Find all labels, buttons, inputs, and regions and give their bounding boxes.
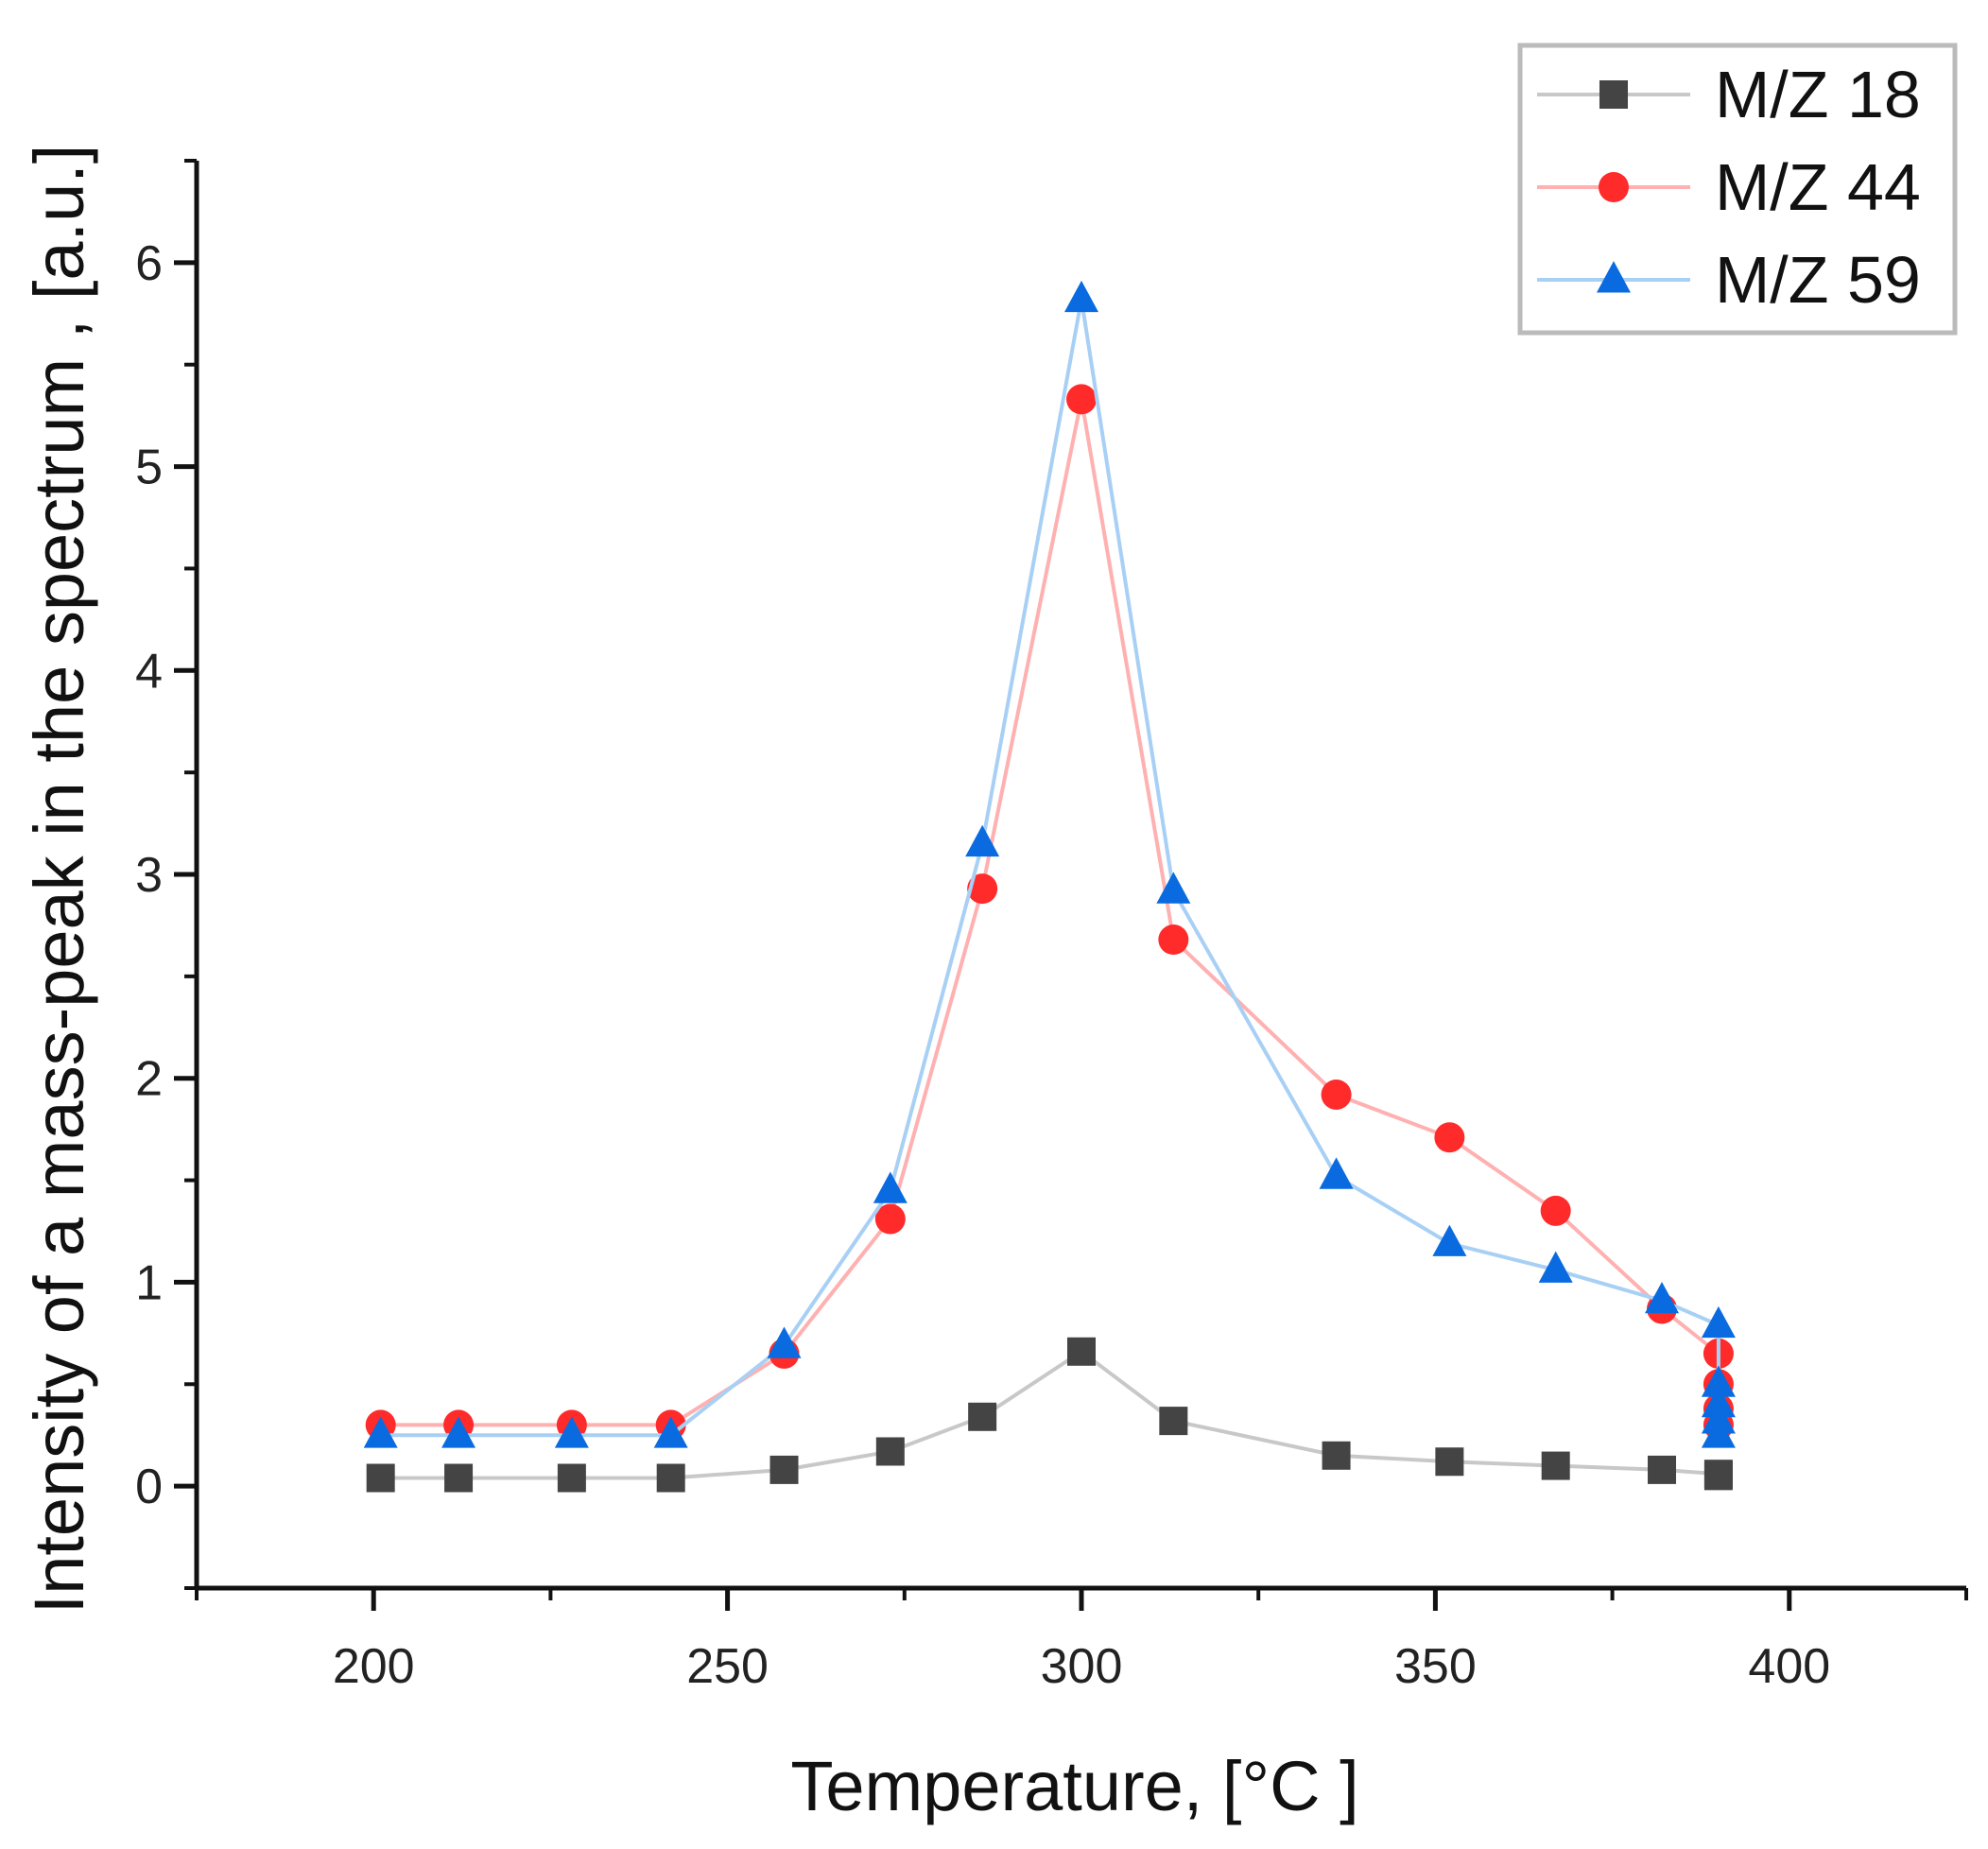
series-line [380, 398, 1720, 1427]
x-tick-label: 350 [1394, 1639, 1477, 1694]
data-point [769, 1455, 799, 1484]
data-point [1701, 1305, 1736, 1339]
legend-entry: M/Z 18 [1537, 58, 1921, 131]
legend-marker [1599, 172, 1629, 202]
data-point [965, 824, 1000, 857]
data-point [874, 1203, 906, 1235]
data-point [1321, 1079, 1352, 1110]
data-point [441, 1416, 476, 1448]
data-point [1541, 1451, 1570, 1480]
legend-marker [1599, 80, 1628, 109]
series [363, 280, 1736, 1493]
y-tick-label: 6 [135, 236, 163, 291]
series-m-z-44 [365, 384, 1734, 1441]
data-point [1066, 384, 1097, 415]
y-tick-label: 5 [135, 441, 163, 495]
legend-label: M/Z 18 [1715, 58, 1921, 131]
legend-entry: M/Z 59 [1537, 243, 1921, 317]
data-point [1156, 872, 1191, 904]
data-point [557, 1463, 586, 1493]
data-point [1322, 1441, 1351, 1470]
data-point [767, 1326, 802, 1358]
data-point [1540, 1195, 1571, 1226]
x-tick-label: 200 [333, 1639, 415, 1694]
y-tick-label: 2 [135, 1052, 163, 1107]
data-point [1701, 1365, 1736, 1397]
y-tick-label: 1 [135, 1255, 163, 1310]
x-tick-label: 250 [686, 1639, 769, 1694]
data-point [1319, 1157, 1354, 1189]
data-point [1701, 1386, 1736, 1418]
data-point [1435, 1447, 1464, 1477]
series-line [380, 299, 1720, 1438]
data-point [873, 1171, 908, 1203]
data-point [967, 873, 998, 905]
legend: M/Z 18 M/Z 44 M/Z 59 [1517, 43, 1958, 336]
data-point [1158, 924, 1189, 956]
legend-label: M/Z 59 [1715, 243, 1921, 317]
data-point [554, 1416, 589, 1448]
legend-marker [1597, 261, 1631, 293]
axes: 0 1 2 3 4 5 6 200 250 300 350 400 [135, 159, 1968, 1694]
data-point [875, 1437, 905, 1466]
legend-label: M/Z 44 [1715, 150, 1921, 224]
series-m-z-18 [366, 1337, 1733, 1493]
y-tick-label: 0 [135, 1460, 163, 1514]
data-point [1064, 280, 1098, 313]
data-point [653, 1416, 688, 1448]
data-point [1432, 1224, 1467, 1256]
y-tick-label: 4 [135, 644, 163, 699]
data-point [1067, 1337, 1096, 1366]
data-point [1434, 1122, 1465, 1153]
data-point [444, 1463, 474, 1493]
x-tick-label: 300 [1041, 1639, 1123, 1694]
data-point [1645, 1282, 1680, 1314]
data-point [1159, 1407, 1188, 1436]
data-point [1648, 1455, 1677, 1484]
data-point [363, 1416, 398, 1448]
x-axis-label: Temperature, [°C ] [790, 1747, 1358, 1825]
data-point [968, 1402, 997, 1431]
data-point [1703, 1461, 1733, 1491]
y-tick-label: 3 [135, 848, 163, 903]
series-m-z-59 [363, 280, 1736, 1448]
data-point [1701, 1416, 1736, 1448]
data-point [1538, 1251, 1573, 1283]
x-tick-label: 400 [1748, 1639, 1830, 1694]
data-point [366, 1463, 395, 1493]
data-point [656, 1463, 685, 1493]
legend-entry: M/Z 44 [1537, 150, 1921, 224]
y-axis-label: Intensity of a mass-peak in the spectrum… [20, 145, 98, 1615]
